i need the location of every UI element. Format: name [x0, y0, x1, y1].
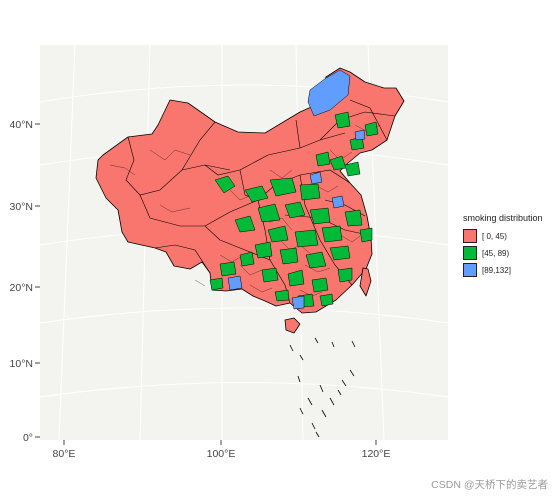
- legend-label: [ 0, 45): [482, 231, 507, 241]
- lon-label-100: 100°E: [207, 448, 236, 460]
- legend-swatch: [463, 263, 477, 277]
- graticule-lat-20: [39, 307, 449, 324]
- lat-label-10: 10°N: [10, 358, 33, 370]
- lat-label-0: 0°: [23, 432, 33, 444]
- watermark: CSDN @天桥下的卖艺者: [431, 479, 548, 491]
- taiwan: [359, 267, 372, 297]
- legend-item-0-45: [ 0, 45): [463, 228, 553, 244]
- lat-label-30: 30°N: [10, 201, 33, 213]
- legend-item-45-89: [45, 89): [463, 245, 553, 261]
- legend-title: smoking distribution: [463, 213, 543, 223]
- legend: smoking distribution [ 0, 45) [45, 89) […: [463, 213, 553, 279]
- lon-label-120: 120°E: [362, 448, 391, 460]
- legend-item-89-132: [89,132]: [463, 262, 553, 278]
- hainan: [284, 317, 301, 334]
- lat-label-40: 40°N: [10, 119, 33, 131]
- legend-swatch: [463, 229, 477, 243]
- graticule-lon-80: [58, 44, 76, 441]
- graticule-lat-10: [39, 382, 449, 398]
- south-china-sea-islands: [289, 337, 356, 438]
- y-axis-ticks: [35, 123, 40, 438]
- counties-89-132: [227, 69, 366, 310]
- legend-label: [45, 89): [482, 248, 510, 258]
- x-axis-ticks: [63, 440, 377, 445]
- lat-label-20: 20°N: [10, 282, 33, 294]
- legend-label: [89,132]: [482, 265, 511, 275]
- legend-swatch: [463, 246, 477, 260]
- counties-45-89: [209, 111, 379, 308]
- lon-label-80: 80°E: [53, 448, 76, 460]
